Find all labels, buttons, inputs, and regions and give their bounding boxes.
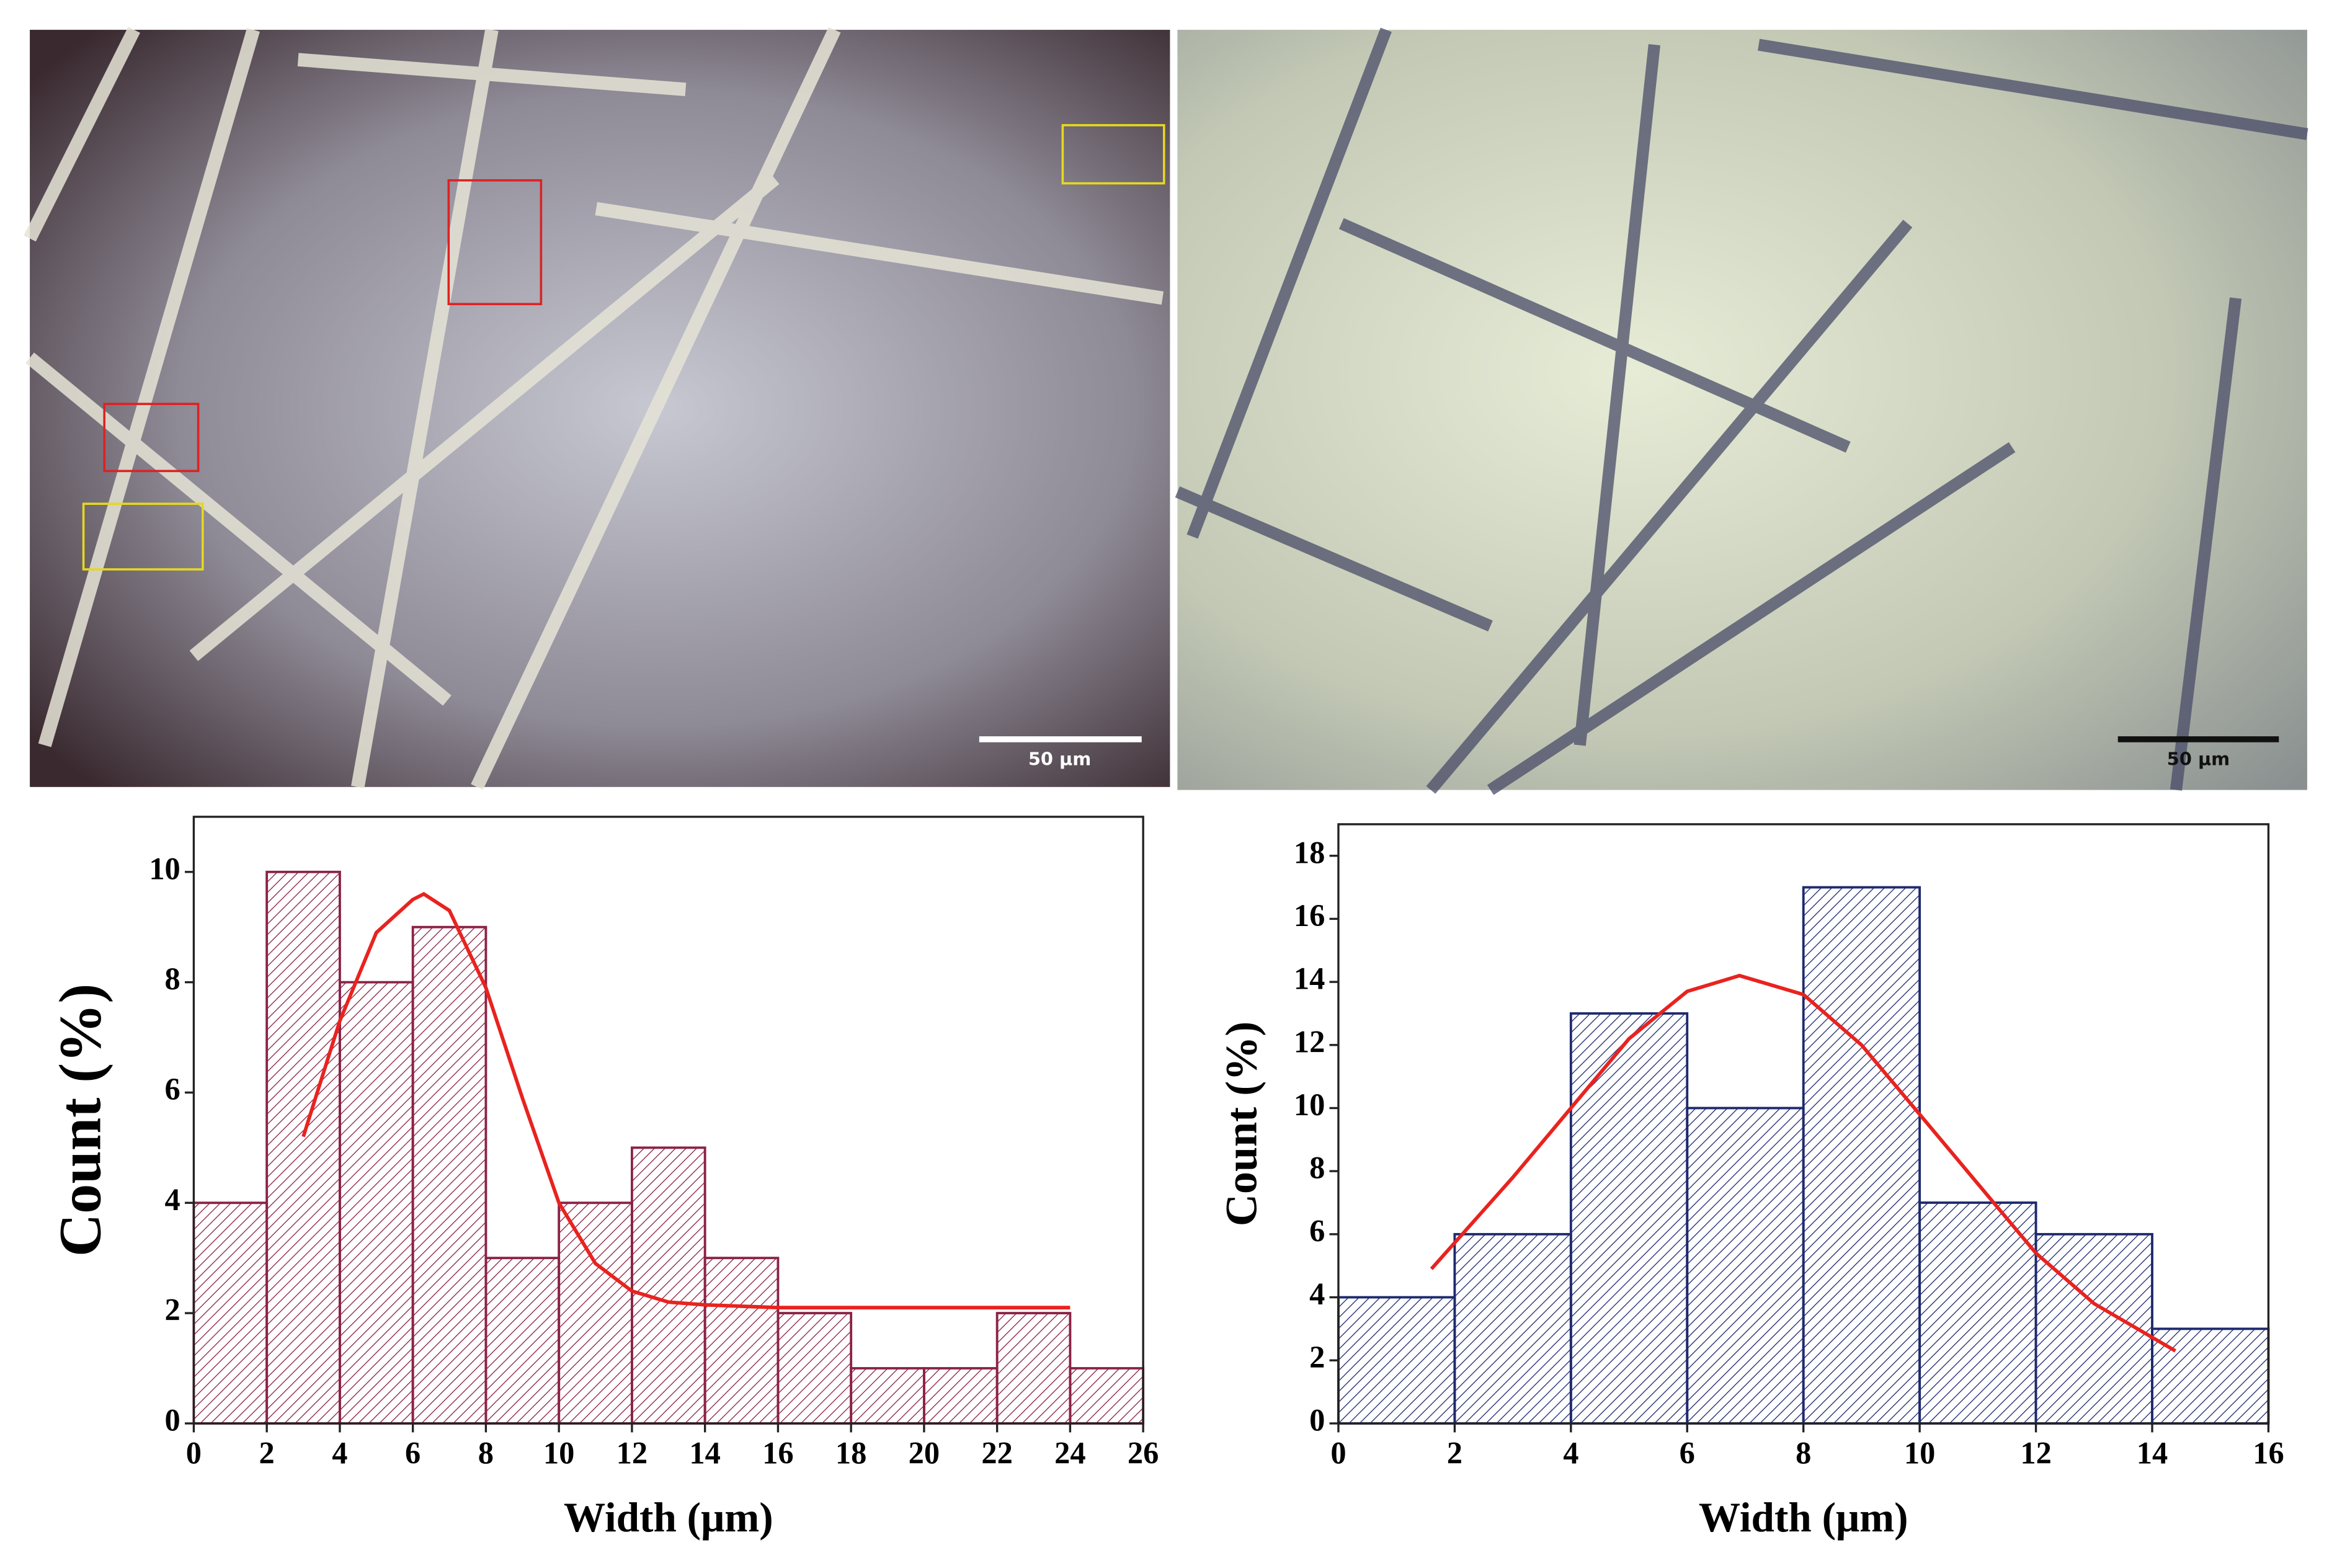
- x-tick-label: 10: [543, 1435, 574, 1470]
- y-axis-label: Count (%): [47, 984, 113, 1257]
- x-tick-label: 16: [762, 1435, 793, 1470]
- x-tick-label: 22: [981, 1435, 1012, 1470]
- x-tick-label: 4: [1563, 1435, 1578, 1470]
- x-tick-label: 14: [689, 1435, 720, 1470]
- x-tick-label: 0: [186, 1435, 202, 1470]
- y-tick-label: 4: [1309, 1276, 1325, 1311]
- bar: [265, 870, 341, 1425]
- y-tick-label: 0: [165, 1402, 180, 1437]
- x-tick-label: 0: [1330, 1435, 1346, 1470]
- bar: [850, 1367, 925, 1425]
- y-tick-label: 6: [165, 1072, 180, 1107]
- scale-bar-label: 50 µm: [1028, 749, 1091, 770]
- y-tick-label: 10: [1294, 1087, 1325, 1122]
- micrograph-right: 50 µm: [1175, 27, 2308, 795]
- micrograph-left: 50 µm: [24, 27, 1170, 790]
- y-tick-label: 14: [1294, 961, 1325, 996]
- y-axis-label: Count (%): [1217, 1022, 1266, 1226]
- x-tick-label: 4: [332, 1435, 347, 1470]
- scale-bar-label: 50 µm: [2167, 749, 2230, 770]
- bar: [2034, 1232, 2153, 1425]
- bar: [1337, 1296, 1456, 1425]
- x-tick-label: 12: [2020, 1435, 2051, 1470]
- x-tick-label: 10: [1904, 1435, 1935, 1470]
- x-tick-label: 14: [2137, 1435, 2168, 1470]
- bar: [2151, 1327, 2270, 1425]
- x-tick-label: 6: [1680, 1435, 1695, 1470]
- x-tick-label: 20: [909, 1435, 940, 1470]
- plot-frame: [192, 816, 1144, 1425]
- bar: [1802, 886, 1921, 1425]
- x-tick-label: 24: [1054, 1435, 1085, 1470]
- bar: [411, 925, 487, 1425]
- x-tick-label: 18: [835, 1435, 866, 1470]
- x-tick-label: 2: [259, 1435, 275, 1470]
- x-tick-label: 8: [478, 1435, 494, 1470]
- x-tick-label: 2: [1447, 1435, 1462, 1470]
- bar: [1453, 1232, 1572, 1425]
- x-tick-label: 6: [405, 1435, 421, 1470]
- y-tick-label: 0: [1309, 1402, 1325, 1437]
- bar: [192, 1201, 269, 1425]
- fit-curve: [301, 892, 1071, 1310]
- y-tick-label: 6: [1309, 1213, 1325, 1248]
- x-axis-label: Width (μm): [564, 1494, 773, 1541]
- bar: [995, 1312, 1072, 1425]
- bar: [558, 1201, 633, 1425]
- y-tick-label: 2: [165, 1293, 180, 1327]
- bar: [484, 1257, 561, 1425]
- bar: [922, 1367, 999, 1425]
- bar: [777, 1312, 853, 1425]
- bar: [338, 981, 414, 1425]
- y-tick-label: 4: [165, 1182, 180, 1217]
- bar: [1069, 1367, 1145, 1425]
- y-tick-label: 12: [1294, 1024, 1325, 1059]
- y-tick-label: 10: [149, 851, 180, 886]
- x-tick-label: 16: [2253, 1435, 2284, 1470]
- x-tick-label: 26: [1128, 1435, 1159, 1470]
- x-axis-label: Width (μm): [1699, 1494, 1908, 1541]
- x-tick-label: 8: [1796, 1435, 1811, 1470]
- bar: [1918, 1201, 2037, 1425]
- bar: [703, 1257, 780, 1425]
- fit-curve: [1430, 973, 2176, 1353]
- x-tick-label: 12: [617, 1435, 648, 1470]
- y-tick-label: 8: [165, 961, 180, 996]
- bar: [630, 1146, 706, 1425]
- y-tick-label: 2: [1309, 1340, 1325, 1374]
- y-tick-label: 8: [1309, 1151, 1325, 1185]
- bar: [1569, 1012, 1689, 1425]
- y-tick-label: 16: [1294, 898, 1325, 933]
- y-tick-label: 18: [1294, 835, 1325, 870]
- bar: [1686, 1107, 1805, 1425]
